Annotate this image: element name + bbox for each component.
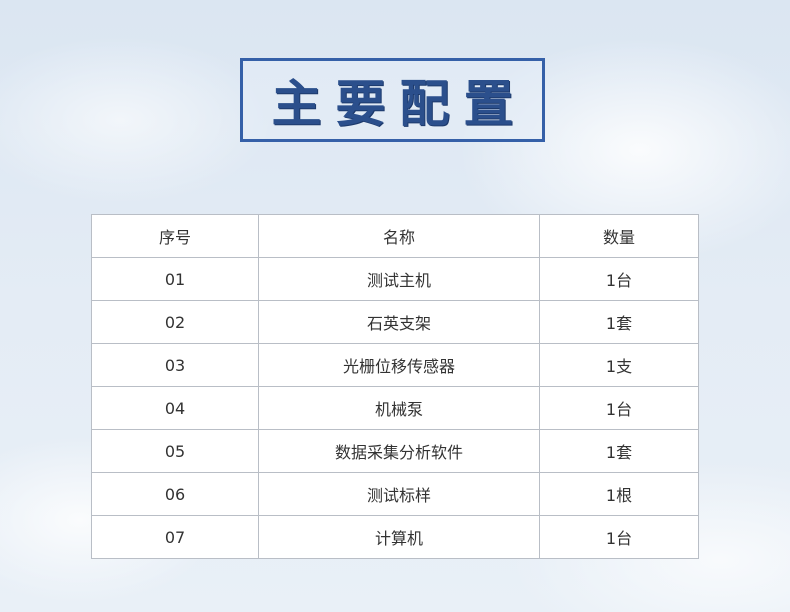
table-row: 03 光栅位移传感器 1支 — [91, 343, 699, 387]
cell-index: 05 — [91, 429, 259, 473]
cell-quantity: 1支 — [539, 343, 699, 387]
config-table: 序号 名称 数量 01 测试主机 1台 02 石英支架 1套 03 光栅位移传感器 1支 04 机械… — [91, 214, 699, 559]
table-row: 05 数据采集分析软件 1套 — [91, 429, 699, 473]
cell-quantity: 1根 — [539, 472, 699, 516]
table-row: 02 石英支架 1套 — [91, 300, 699, 344]
cell-quantity: 1套 — [539, 300, 699, 344]
cell-name: 机械泵 — [258, 386, 540, 430]
cell-index: 01 — [91, 257, 259, 301]
cell-quantity: 1台 — [539, 515, 699, 559]
header-quantity: 数量 — [539, 214, 699, 258]
cell-index: 02 — [91, 300, 259, 344]
cell-name: 测试主机 — [258, 257, 540, 301]
table-row: 04 机械泵 1台 — [91, 386, 699, 430]
cell-index: 03 — [91, 343, 259, 387]
title-box: 主要配置 — [240, 58, 545, 142]
header-name: 名称 — [258, 214, 540, 258]
cell-name: 计算机 — [258, 515, 540, 559]
cell-name: 数据采集分析软件 — [258, 429, 540, 473]
header-index: 序号 — [91, 214, 259, 258]
cell-index: 07 — [91, 515, 259, 559]
table-row: 01 测试主机 1台 — [91, 257, 699, 301]
cell-name: 光栅位移传感器 — [258, 343, 540, 387]
cell-quantity: 1台 — [539, 257, 699, 301]
table-row: 06 测试标样 1根 — [91, 472, 699, 516]
cell-name: 测试标样 — [258, 472, 540, 516]
cell-quantity: 1台 — [539, 386, 699, 430]
cell-index: 06 — [91, 472, 259, 516]
table-header-row: 序号 名称 数量 — [91, 214, 699, 258]
table-row: 07 计算机 1台 — [91, 515, 699, 559]
cell-quantity: 1套 — [539, 429, 699, 473]
cell-name: 石英支架 — [258, 300, 540, 344]
cell-index: 04 — [91, 386, 259, 430]
page-title: 主要配置 — [271, 74, 528, 133]
